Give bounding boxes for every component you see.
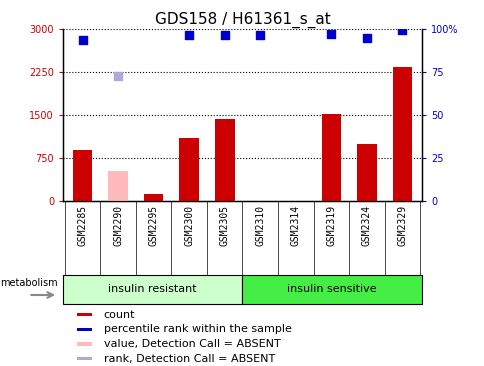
Text: GSM2295: GSM2295	[149, 205, 158, 246]
Bar	[242, 274, 421, 304]
Bar	[73, 150, 92, 201]
Text: rank, Detection Call = ABSENT: rank, Detection Call = ABSENT	[104, 354, 274, 364]
Point	[362, 35, 370, 41]
Text: GSM2319: GSM2319	[326, 205, 335, 246]
Point	[327, 31, 334, 37]
Point	[185, 32, 193, 38]
Point	[398, 27, 406, 33]
Title: GDS158 / H61361_s_at: GDS158 / H61361_s_at	[154, 12, 330, 28]
Text: GSM2290: GSM2290	[113, 205, 123, 246]
Bar	[76, 313, 91, 316]
Text: GSM2300: GSM2300	[184, 205, 194, 246]
Text: count: count	[104, 310, 135, 320]
Point	[78, 37, 86, 42]
Bar	[108, 171, 128, 201]
Text: insulin resistant: insulin resistant	[108, 284, 197, 294]
Bar	[144, 194, 163, 201]
Text: metabolism: metabolism	[0, 278, 58, 288]
Text: percentile rank within the sample: percentile rank within the sample	[104, 324, 291, 335]
Text: GSM2329: GSM2329	[396, 205, 407, 246]
Bar	[214, 119, 234, 201]
Text: GSM2324: GSM2324	[361, 205, 371, 246]
Bar	[356, 144, 376, 201]
Point	[114, 73, 122, 79]
Point	[256, 32, 264, 38]
Text: GSM2305: GSM2305	[219, 205, 229, 246]
Text: value, Detection Call = ABSENT: value, Detection Call = ABSENT	[104, 339, 280, 349]
Bar	[76, 328, 91, 331]
Text: GSM2314: GSM2314	[290, 205, 300, 246]
Bar	[179, 138, 198, 201]
Text: GSM2310: GSM2310	[255, 205, 265, 246]
Text: insulin sensitive: insulin sensitive	[287, 284, 376, 294]
Text: GSM2285: GSM2285	[77, 205, 88, 246]
Bar	[76, 357, 91, 360]
Bar	[321, 114, 340, 201]
Bar	[76, 343, 91, 346]
Bar	[392, 67, 411, 201]
Bar	[63, 274, 242, 304]
Point	[220, 32, 228, 38]
